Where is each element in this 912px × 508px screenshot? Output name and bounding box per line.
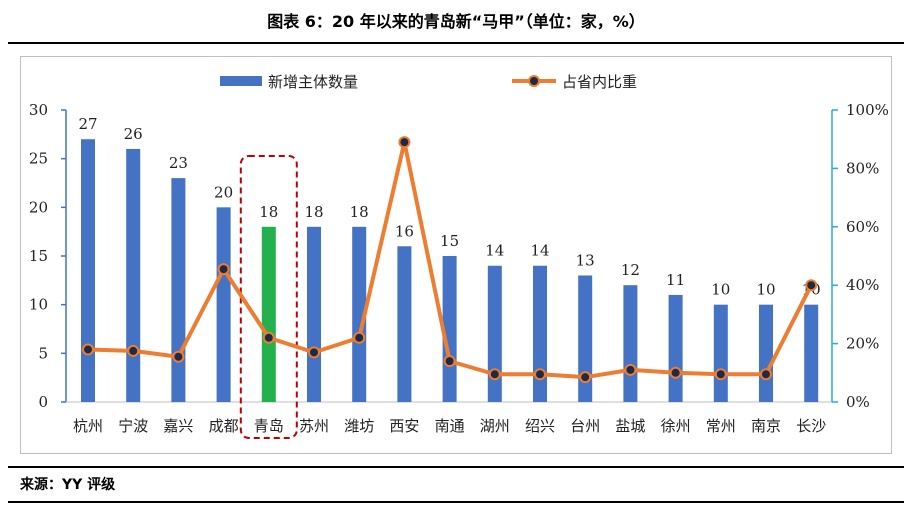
bar <box>578 275 593 402</box>
line-point <box>443 355 456 368</box>
category-label: 成都 <box>209 417 239 435</box>
bar-data-label: 16 <box>395 222 414 240</box>
bar-series <box>81 139 819 402</box>
line-point <box>488 368 501 381</box>
bar-data-label: 12 <box>621 261 640 279</box>
bar-data-label: 15 <box>440 232 459 250</box>
category-labels: 杭州 宁波 嘉兴 成都 青岛 苏州 潍坊 西安 南通 湖州 绍兴 台州 盐城 徐州 常州 南京 长沙 <box>73 417 826 435</box>
left-axis-tick-label: 25 <box>29 150 48 168</box>
title-divider <box>8 42 904 44</box>
bar-data-label: 10 <box>756 281 775 299</box>
line-point <box>805 279 818 292</box>
bar <box>352 226 367 402</box>
line-point <box>669 366 682 379</box>
highlight-box <box>239 155 298 439</box>
footer-divider-bottom <box>8 501 904 503</box>
category-label: 南京 <box>751 417 781 435</box>
left-axis-tick-label: 15 <box>29 247 48 265</box>
category-label: 绍兴 <box>525 417 555 435</box>
bar-data-label: 11 <box>666 271 685 289</box>
left-axis-tick-label: 10 <box>29 296 48 314</box>
bar-data-label: 18 <box>304 203 323 221</box>
bar-data-label: 18 <box>259 203 278 221</box>
bar-data-label: 10 <box>711 281 730 299</box>
left-axis-tick-label: 5 <box>38 344 48 362</box>
line-point <box>398 136 411 149</box>
category-label: 湖州 <box>480 417 510 435</box>
category-label: 西安 <box>389 417 419 435</box>
bar-data-label: 26 <box>124 125 143 143</box>
category-label: 苏州 <box>299 417 329 435</box>
bar <box>713 304 728 402</box>
line-point <box>714 368 727 381</box>
bar <box>126 148 141 402</box>
line-point <box>82 343 94 356</box>
left-axis-tick-label: 0 <box>38 393 48 411</box>
category-label: 青岛 <box>254 417 284 435</box>
bar <box>533 265 547 402</box>
left-axis: 0 5 10 15 20 25 30 <box>29 101 832 411</box>
bar-data-label: 27 <box>78 115 97 133</box>
line-point <box>308 346 320 359</box>
bar <box>487 265 502 402</box>
bar <box>804 304 819 402</box>
bar-data-label: 18 <box>350 203 369 221</box>
right-axis-tick-label: 100% <box>846 101 889 119</box>
right-axis: 0% 20% 40% 60% 80% 100% <box>831 101 889 411</box>
line-series <box>82 136 818 384</box>
bar <box>759 304 773 402</box>
line-point <box>579 371 592 384</box>
line-point <box>262 331 275 344</box>
category-label: 盐城 <box>615 417 645 435</box>
bar-data-label: 14 <box>485 242 504 260</box>
category-label: 杭州 <box>73 417 103 435</box>
right-axis-tick-label: 80% <box>846 159 879 177</box>
bar <box>623 285 638 402</box>
bar <box>216 207 231 402</box>
combo-chart: 0 5 10 15 20 25 30 0% 20% 40% 60% 80% 100% 27 26 23 20… <box>20 56 892 454</box>
bar <box>171 178 186 402</box>
category-label: 台州 <box>570 417 600 435</box>
footer-divider-top <box>8 466 904 468</box>
legend-bar-label: 新增主体数量 <box>268 73 358 91</box>
category-label: 常州 <box>706 417 736 435</box>
category-label: 嘉兴 <box>163 417 193 435</box>
line-point <box>217 263 230 276</box>
bar <box>81 139 95 402</box>
legend-line-marker <box>528 75 540 87</box>
right-axis-tick-label: 0% <box>846 393 870 411</box>
right-axis-tick-label: 20% <box>846 335 879 353</box>
line-point <box>534 368 546 381</box>
line-point <box>624 363 637 376</box>
bar <box>261 226 276 402</box>
source-note: 来源：YY 评级 <box>20 477 116 493</box>
bar-data-label: 13 <box>576 251 595 269</box>
legend-line-label: 占省内比重 <box>562 73 637 91</box>
right-axis-tick-label: 40% <box>846 276 879 294</box>
category-label: 长沙 <box>796 417 826 435</box>
category-label: 徐州 <box>661 417 691 435</box>
plot-frame <box>20 56 892 454</box>
bar <box>668 294 683 402</box>
bar-data-label: 23 <box>169 154 188 172</box>
line-point <box>760 368 772 381</box>
left-axis-tick-label: 30 <box>29 101 48 119</box>
legend: 新增主体数量 占省内比重 <box>220 73 637 91</box>
category-label: 宁波 <box>118 417 148 435</box>
legend-bar-swatch <box>220 76 262 86</box>
chart-title: 图表 6：20 年以来的青岛新“马甲”（单位：家，%） <box>267 12 645 31</box>
line-point <box>172 350 185 363</box>
right-axis-tick-label: 60% <box>846 218 879 236</box>
bar <box>397 246 412 402</box>
left-axis-tick-label: 20 <box>29 198 48 216</box>
line-point <box>127 344 140 357</box>
bar-data-label: 14 <box>530 242 549 260</box>
bar-data-label: 20 <box>214 183 233 201</box>
bar <box>307 226 321 402</box>
line-point <box>353 331 366 344</box>
category-label: 南通 <box>435 417 465 435</box>
category-label: 潍坊 <box>344 417 374 435</box>
